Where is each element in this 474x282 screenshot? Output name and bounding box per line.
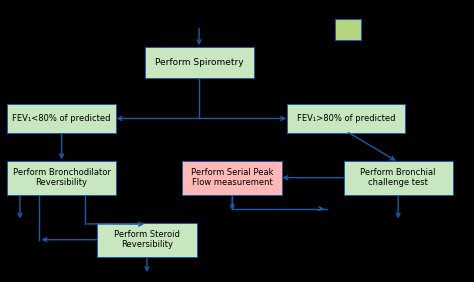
FancyBboxPatch shape — [287, 104, 405, 133]
Text: Perform Steroid
Reversibility: Perform Steroid Reversibility — [114, 230, 180, 249]
Text: Perform Spirometry: Perform Spirometry — [155, 58, 243, 67]
Text: FEV₁<80% of predicted: FEV₁<80% of predicted — [12, 114, 111, 123]
FancyBboxPatch shape — [336, 19, 361, 40]
Text: FEV₁>80% of predicted: FEV₁>80% of predicted — [297, 114, 395, 123]
FancyBboxPatch shape — [145, 47, 254, 78]
Text: Perform Serial Peak
Flow measurement: Perform Serial Peak Flow measurement — [191, 168, 273, 187]
FancyBboxPatch shape — [7, 104, 116, 133]
FancyBboxPatch shape — [7, 161, 116, 195]
FancyBboxPatch shape — [344, 161, 453, 195]
Text: Perform Bronchial
challenge test: Perform Bronchial challenge test — [360, 168, 436, 187]
FancyBboxPatch shape — [97, 223, 197, 257]
Text: Perform Bronchodilator
Reversibility: Perform Bronchodilator Reversibility — [13, 168, 110, 187]
FancyBboxPatch shape — [182, 161, 282, 195]
